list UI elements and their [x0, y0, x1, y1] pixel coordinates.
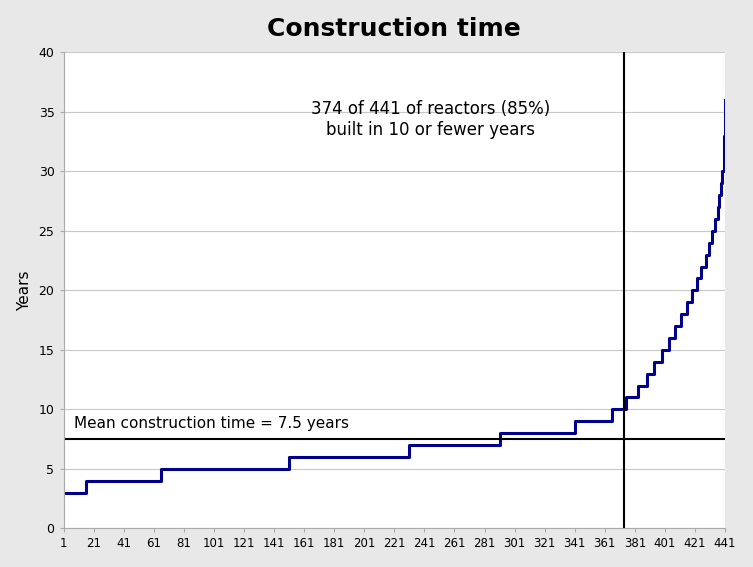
Title: Construction time: Construction time	[267, 16, 521, 41]
Text: Mean construction time = 7.5 years: Mean construction time = 7.5 years	[74, 416, 349, 431]
Text: 374 of 441 of reactors (85%)
built in 10 or fewer years: 374 of 441 of reactors (85%) built in 10…	[311, 100, 550, 139]
Y-axis label: Years: Years	[17, 270, 32, 311]
